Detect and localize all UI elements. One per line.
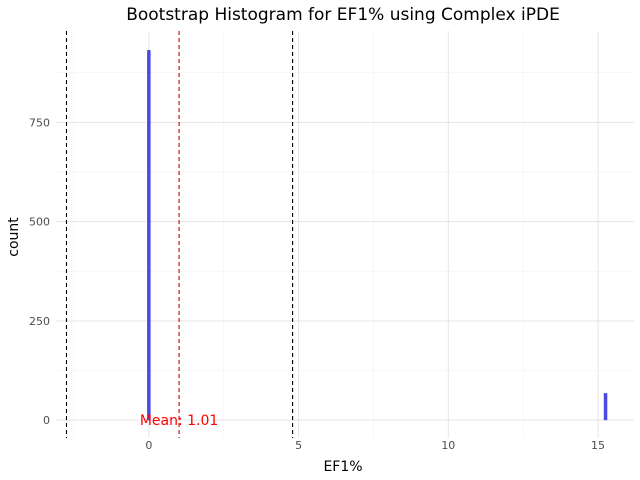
x-tick-label: 5 [295,439,302,452]
x-tick-label: 0 [145,439,152,452]
y-tick-label: 0 [43,414,50,427]
mean-annotation: Mean: 1.01 [140,413,218,429]
x-axis-ticks: 0 5 10 15 [145,439,605,452]
y-axis-title: count [6,217,22,257]
x-tick-label: 10 [441,439,455,452]
grid-lines [56,31,634,438]
x-axis-title: EF1% [323,459,362,475]
y-tick-label: 500 [29,216,50,229]
histogram-bar [147,50,151,421]
y-axis-ticks: 0 250 500 750 [29,116,50,427]
y-tick-label: 250 [29,315,50,328]
histogram-bar [603,393,608,421]
histogram-bars [147,50,608,421]
x-tick-label: 15 [591,439,605,452]
chart-title: Bootstrap Histogram for EF1% using Compl… [126,5,560,25]
y-tick-label: 750 [29,116,50,129]
reference-lines [65,31,294,438]
